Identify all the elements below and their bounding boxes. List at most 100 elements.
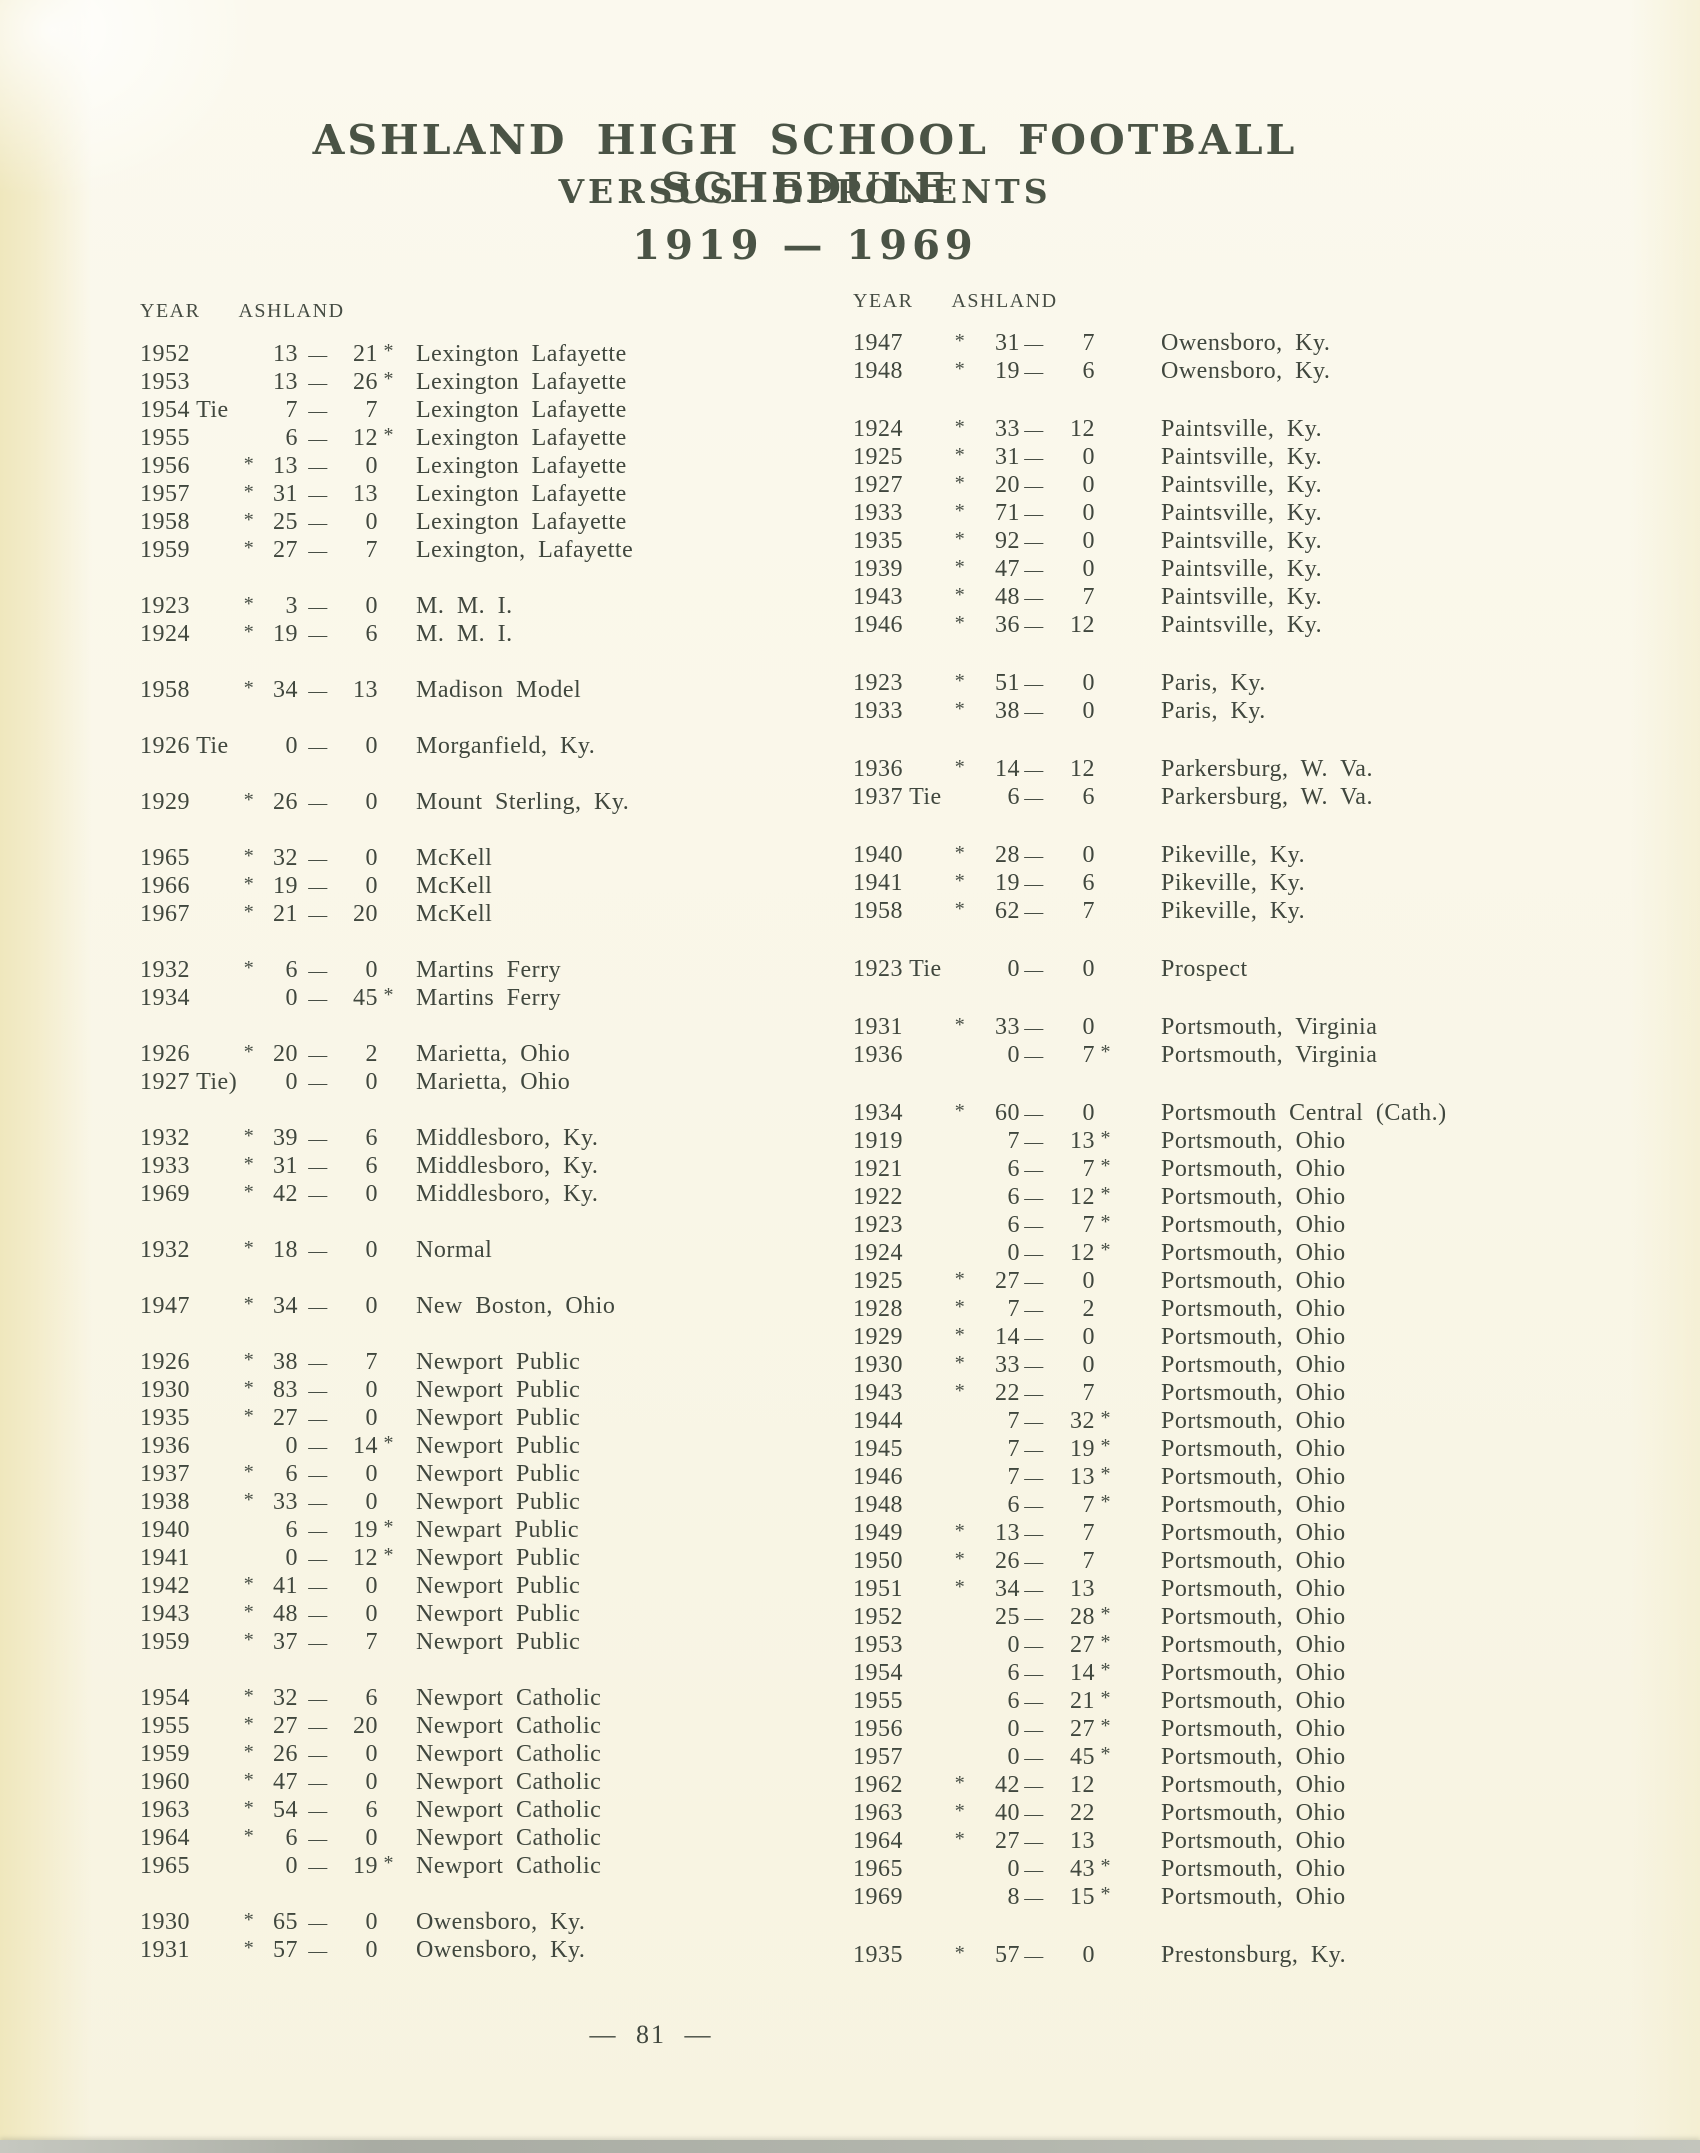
game-row: 1933 * 31 — 6 Middlesboro, Ky. <box>140 1153 633 1181</box>
ashland-score: 41 <box>273 1573 298 1599</box>
game-year: 1962 <box>853 1772 903 1798</box>
opponent-asterisk: * <box>1100 1659 1111 1681</box>
score-dash: — <box>1024 674 1044 695</box>
opponent-score: 14 * <box>353 1432 394 1459</box>
ashland-score: 0 <box>285 985 298 1011</box>
game-year: 1934 <box>140 985 190 1011</box>
game-row: 1935 * 92— 0 Paintsville, Ky. <box>853 528 1447 556</box>
game-year: 1933 <box>140 1153 190 1179</box>
opponent-score: 0 <box>365 1237 378 1263</box>
game-year: 1965 <box>140 845 190 871</box>
ashland-score: 83 <box>273 1377 298 1403</box>
game-year: 1955 <box>853 1688 903 1714</box>
opponent-score: 0 <box>365 1405 378 1431</box>
opponent-name: Newport Catholic <box>416 1713 602 1739</box>
opponent-name: McKell <box>416 901 493 927</box>
game-row: 1943 * 22— 7 Portsmouth, Ohio <box>853 1380 1447 1408</box>
home-asterisk: * <box>243 1153 255 1175</box>
home-asterisk: * <box>243 1797 255 1819</box>
opponent-name: Prestonsburg, Ky. <box>1161 1942 1347 1968</box>
ashland-score: 6 <box>1007 1156 1020 1182</box>
opponent-name: Lexington, Lafayette <box>416 537 634 563</box>
score-dash: — <box>308 373 328 394</box>
game-year: 1936 <box>853 1042 903 1068</box>
opponent-group: 1926 Tie 0 — 0 Morganfield, Ky. <box>140 733 633 761</box>
game-row: 1955 6— 21 * Portsmouth, Ohio <box>853 1687 1447 1716</box>
opponent-name: Paintsville, Ky. <box>1161 416 1323 442</box>
score-dash: — <box>308 1577 328 1598</box>
opponent-score: 12 * <box>1070 1239 1111 1266</box>
opponent-name: Newport Catholic <box>416 1797 602 1823</box>
score-dash: — <box>1024 1468 1044 1489</box>
opponent-score: 6 <box>1082 358 1095 384</box>
game-year: 1949 <box>853 1520 903 1546</box>
home-asterisk: * <box>954 1296 966 1318</box>
opponent-name: Lexington Lafayette <box>416 453 627 479</box>
opponent-score: 13 <box>1070 1576 1095 1602</box>
score-dash: — <box>308 429 328 450</box>
score-dash: — <box>308 1157 328 1178</box>
game-row: 1951 * 34— 13 Portsmouth, Ohio <box>853 1576 1447 1604</box>
opponent-score: 0 <box>1082 556 1095 582</box>
score-dash: — <box>1024 846 1044 867</box>
home-asterisk: * <box>954 472 966 494</box>
game-year: 1921 <box>853 1156 903 1182</box>
opponent-score: 13 * <box>1070 1463 1111 1490</box>
opponent-score: 6 <box>1082 870 1095 896</box>
game-year: 1964 <box>853 1828 903 1854</box>
ashland-score: 42 <box>995 1772 1020 1798</box>
opponent-name: Newport Public <box>416 1629 581 1655</box>
opponent-name: Portsmouth, Virginia <box>1161 1042 1378 1068</box>
score-dash: — <box>1024 902 1044 923</box>
opponent-score: 6 <box>365 1125 378 1151</box>
game-year: 1923 <box>853 670 903 696</box>
ashland-score: 18 <box>273 1237 298 1263</box>
home-asterisk: * <box>954 1772 966 1794</box>
opponent-group: 1924 * 33—12 Paintsville, Ky. 1925 * 31—0 Paint… <box>853 416 1447 640</box>
game-row: 1924 0— 12 * Portsmouth, Ohio <box>853 1239 1447 1268</box>
game-row: 1966 * 19 — 0 McKell <box>140 873 633 901</box>
ashland-score: 3 <box>285 593 298 619</box>
game-row: 1956 0— 27 * Portsmouth, Ohio <box>853 1715 1447 1744</box>
opponent-name: Paintsville, Ky. <box>1161 556 1323 582</box>
opponent-name: Portsmouth, Ohio <box>1161 1128 1346 1154</box>
opponent-name: Paintsville, Ky. <box>1161 472 1323 498</box>
tie-note: Tie <box>903 784 942 810</box>
game-row: 1957 0— 45 * Portsmouth, Ohio <box>853 1743 1447 1772</box>
opponent-name: Middlesboro, Ky. <box>416 1181 599 1207</box>
game-row: 1931 * 57 — 0 Owensboro, Ky. <box>140 1937 633 1965</box>
game-row: 1924 * 19 — 6 M. M. I. <box>140 621 633 649</box>
game-row: 1959 * 37 — 7 Newport Public <box>140 1629 633 1657</box>
ashland-score: 22 <box>995 1380 1020 1406</box>
ashland-score: 62 <box>995 898 1020 924</box>
page-subtitle: VERSUS OPPONENTS <box>558 172 1052 211</box>
score-dash: — <box>1024 420 1044 441</box>
score-dash: — <box>1024 1580 1044 1601</box>
opponent-name: Portsmouth, Ohio <box>1161 1156 1346 1182</box>
ashland-score: 19 <box>995 358 1020 384</box>
opponent-name: Portsmouth, Ohio <box>1161 1828 1346 1854</box>
game-row: 1959 * 26 — 0 Newport Catholic <box>140 1741 633 1769</box>
opponent-group: 1940 * 28—0 Pikeville, Ky. 1941 * 19—6 Pikevill… <box>853 842 1447 926</box>
opponent-score: 0 <box>1082 1942 1095 1968</box>
home-asterisk: * <box>243 1293 255 1315</box>
opponent-asterisk: * <box>383 424 394 446</box>
opponent-asterisk: * <box>1100 1715 1111 1737</box>
opponent-name: Portsmouth, Ohio <box>1161 1716 1346 1742</box>
opponent-name: Portsmouth, Ohio <box>1161 1240 1346 1266</box>
opponent-score: 7 <box>1082 584 1095 610</box>
home-asterisk: * <box>243 1713 255 1735</box>
opponent-name: Newport Catholic <box>416 1825 602 1851</box>
ashland-score: 6 <box>1007 1492 1020 1518</box>
opponent-score: 6 <box>365 1153 378 1179</box>
game-row: 1939 * 47— 0 Paintsville, Ky. <box>853 556 1447 584</box>
game-year: 1958 <box>140 677 190 703</box>
tie-note: Tie) <box>190 1069 238 1095</box>
score-dash: — <box>308 1549 328 1570</box>
opponent-score: 6 <box>365 1685 378 1711</box>
score-dash: — <box>308 1409 328 1430</box>
score-dash: — <box>308 737 328 758</box>
ashland-column-label: ASHLAND <box>238 300 345 322</box>
game-row: 1958 * 25 — 0 Lexington Lafayette <box>140 509 633 537</box>
opponent-score: 0 <box>365 1741 378 1767</box>
